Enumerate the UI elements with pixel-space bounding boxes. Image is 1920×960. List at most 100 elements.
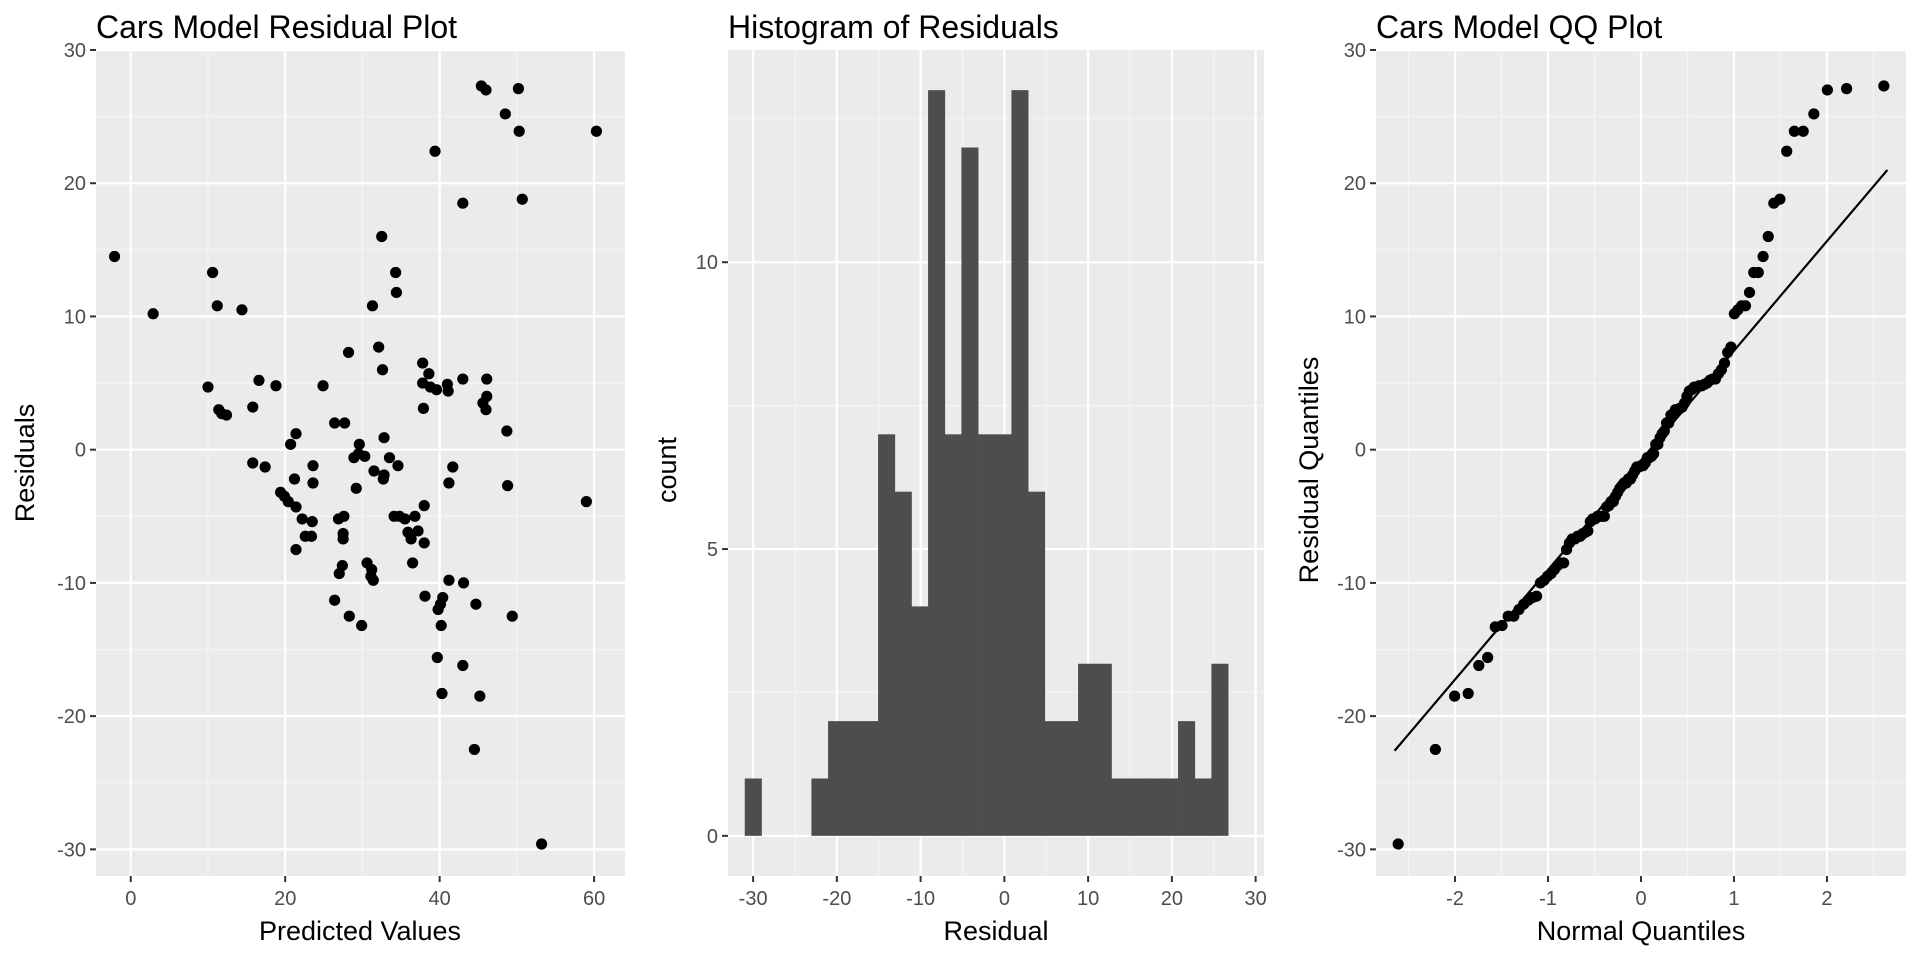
tick-label-x: -2 — [1446, 888, 1464, 910]
x-axis-title: Normal Quantiles — [1537, 916, 1746, 946]
data-point — [336, 559, 348, 572]
data-point — [502, 480, 514, 492]
data-point — [418, 537, 430, 549]
data-point — [390, 266, 402, 279]
data-point — [359, 450, 371, 462]
qq-point — [1774, 193, 1786, 205]
data-point — [457, 197, 469, 209]
chart-title: Histogram of Residuals — [728, 9, 1059, 45]
histogram-bar — [928, 90, 946, 836]
data-point — [457, 659, 469, 672]
tick-label-x: 40 — [429, 888, 451, 910]
tick-label-y: -30 — [57, 839, 86, 861]
tick-label-x: 1 — [1728, 888, 1739, 910]
data-point — [337, 533, 349, 545]
histogram-bar — [1061, 721, 1079, 836]
x-axis-title: Residual — [943, 916, 1048, 946]
data-point — [383, 452, 396, 464]
data-point — [480, 84, 492, 96]
data-point — [418, 500, 430, 512]
tick-label-x: 0 — [999, 888, 1010, 910]
data-point — [339, 417, 351, 429]
histogram-bar — [1194, 778, 1212, 836]
bars — [744, 90, 1229, 836]
qq-point — [1718, 357, 1731, 369]
data-point — [376, 230, 388, 243]
histogram-bar — [1028, 491, 1046, 836]
tick-label-x: -10 — [906, 888, 935, 910]
y-axis-title: Residuals — [10, 404, 40, 523]
data-point — [419, 590, 431, 602]
data-point — [366, 563, 378, 576]
data-point — [506, 610, 518, 622]
data-point — [305, 530, 318, 542]
histogram-bar — [828, 721, 846, 836]
histogram-bar — [744, 778, 762, 836]
data-point — [353, 438, 365, 450]
data-point — [512, 83, 525, 95]
data-point — [474, 690, 486, 702]
data-point — [590, 125, 603, 137]
tick-label-y: 5 — [707, 539, 718, 561]
data-point — [412, 525, 424, 537]
tick-label-x: 30 — [1245, 888, 1267, 910]
qq-point — [1739, 300, 1752, 312]
histogram-bar — [1111, 778, 1129, 836]
data-point — [378, 469, 390, 481]
data-point — [247, 401, 259, 413]
histogram-bar — [1044, 721, 1062, 836]
data-point — [338, 510, 350, 522]
data-point — [290, 428, 302, 440]
tick-label-x: 0 — [1635, 888, 1646, 910]
histogram-bar — [1178, 721, 1196, 836]
data-point — [211, 300, 223, 312]
tick-label-x: 60 — [583, 888, 605, 910]
histogram-bar — [811, 778, 829, 836]
qq-point — [1449, 690, 1461, 702]
data-point — [207, 266, 219, 279]
qq-point — [1821, 84, 1833, 96]
data-point — [513, 125, 525, 137]
data-point — [378, 432, 390, 444]
data-point — [147, 308, 159, 320]
data-point — [390, 286, 403, 299]
qq-point — [1797, 125, 1809, 137]
data-point — [499, 108, 511, 120]
qq-point — [1752, 266, 1764, 279]
histogram-bar — [994, 434, 1012, 836]
data-point — [350, 482, 362, 494]
residual-plot: Cars Model Residual Plot 0 20 40 60 -30 -20 -1… — [10, 9, 625, 946]
data-point — [480, 404, 492, 416]
data-point — [417, 357, 429, 369]
qq-point — [1482, 651, 1494, 664]
data-point — [329, 594, 341, 606]
data-point — [108, 250, 121, 263]
tick-label-y: 20 — [1344, 173, 1366, 195]
tick-label-y: -30 — [1337, 839, 1366, 861]
data-point — [468, 743, 481, 756]
data-point — [443, 477, 455, 489]
histogram-bar — [844, 721, 862, 836]
tick-label-x: 10 — [1077, 888, 1099, 910]
qq-point — [1462, 687, 1474, 700]
qq-point — [1788, 125, 1800, 137]
data-point — [437, 591, 449, 604]
data-point — [247, 457, 259, 469]
data-point — [399, 513, 411, 525]
data-point — [296, 513, 308, 525]
qq-point — [1392, 838, 1404, 850]
tick-label-y: 20 — [64, 173, 86, 195]
data-point — [407, 557, 419, 569]
x-axis-title: Predicted Values — [259, 916, 461, 946]
data-point — [373, 341, 385, 353]
qq-point — [1530, 590, 1543, 602]
data-point — [409, 510, 421, 522]
data-point — [436, 687, 448, 700]
histogram-bar — [911, 606, 929, 836]
histogram-bar — [1011, 90, 1029, 836]
histogram-bar — [894, 491, 912, 836]
tick-labels: 0 20 40 60 -30 -20 -10 0 10 20 30 — [57, 40, 605, 910]
data-point — [435, 619, 447, 632]
